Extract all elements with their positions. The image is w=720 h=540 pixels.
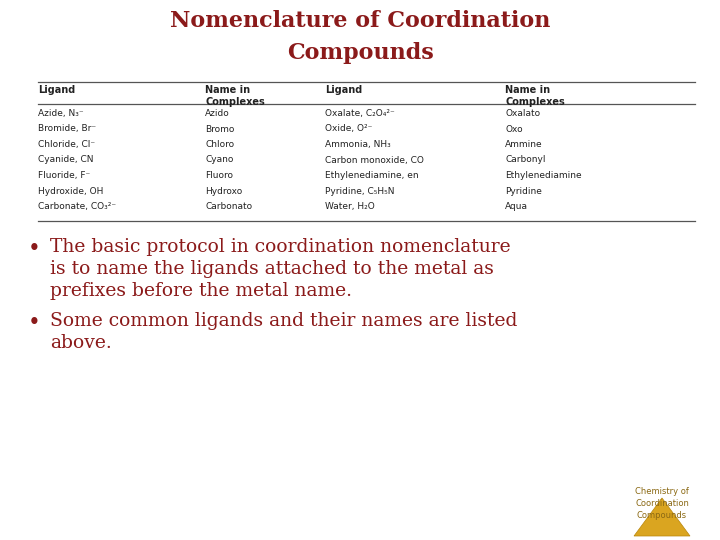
Text: prefixes before the metal name.: prefixes before the metal name. bbox=[50, 282, 352, 300]
Text: Azido: Azido bbox=[205, 109, 230, 118]
Text: Chloro: Chloro bbox=[205, 140, 234, 149]
Text: Cyano: Cyano bbox=[205, 156, 233, 165]
Text: Name in
Complexes: Name in Complexes bbox=[205, 85, 265, 106]
Text: Ethylenediamine, en: Ethylenediamine, en bbox=[325, 171, 418, 180]
Text: Hydroxide, OH: Hydroxide, OH bbox=[38, 186, 104, 195]
Polygon shape bbox=[634, 498, 690, 536]
Text: The basic protocol in coordination nomenclature: The basic protocol in coordination nomen… bbox=[50, 239, 510, 256]
Text: Oxalate, C₂O₄²⁻: Oxalate, C₂O₄²⁻ bbox=[325, 109, 395, 118]
Text: Chloride, Cl⁻: Chloride, Cl⁻ bbox=[38, 140, 95, 149]
Text: Name in
Complexes: Name in Complexes bbox=[505, 85, 564, 106]
Text: Aqua: Aqua bbox=[505, 202, 528, 211]
Text: Bromide, Br⁻: Bromide, Br⁻ bbox=[38, 125, 96, 133]
Text: Compounds: Compounds bbox=[637, 511, 687, 520]
Text: Ammonia, NH₃: Ammonia, NH₃ bbox=[325, 140, 391, 149]
Text: above.: above. bbox=[50, 334, 112, 353]
Text: Carbon monoxide, CO: Carbon monoxide, CO bbox=[325, 156, 424, 165]
Text: Pyridine: Pyridine bbox=[505, 186, 542, 195]
Text: Ethylenediamine: Ethylenediamine bbox=[505, 171, 582, 180]
Text: Oxide, O²⁻: Oxide, O²⁻ bbox=[325, 125, 372, 133]
Text: Carbonate, CO₃²⁻: Carbonate, CO₃²⁻ bbox=[38, 202, 116, 211]
Text: Cyanide, CN: Cyanide, CN bbox=[38, 156, 94, 165]
Text: Oxalato: Oxalato bbox=[505, 109, 540, 118]
Text: Some common ligands and their names are listed: Some common ligands and their names are … bbox=[50, 313, 518, 330]
Text: Oxo: Oxo bbox=[505, 125, 523, 133]
Text: Compounds: Compounds bbox=[287, 42, 433, 64]
Text: Hydroxo: Hydroxo bbox=[205, 186, 242, 195]
Text: Azide, N₃⁻: Azide, N₃⁻ bbox=[38, 109, 84, 118]
Text: Ligand: Ligand bbox=[38, 85, 76, 95]
Text: Fluoride, F⁻: Fluoride, F⁻ bbox=[38, 171, 90, 180]
Text: Chemistry of: Chemistry of bbox=[635, 487, 689, 496]
Text: Ammine: Ammine bbox=[505, 140, 543, 149]
Text: Carbonato: Carbonato bbox=[205, 202, 252, 211]
Text: Water, H₂O: Water, H₂O bbox=[325, 202, 374, 211]
Text: Ligand: Ligand bbox=[325, 85, 362, 95]
Text: •: • bbox=[28, 313, 41, 334]
Text: Fluoro: Fluoro bbox=[205, 171, 233, 180]
Text: Bromo: Bromo bbox=[205, 125, 235, 133]
Text: Carbonyl: Carbonyl bbox=[505, 156, 546, 165]
Text: Pyridine, C₅H₅N: Pyridine, C₅H₅N bbox=[325, 186, 395, 195]
Text: Coordination: Coordination bbox=[635, 499, 689, 508]
Text: Nomenclature of Coordination: Nomenclature of Coordination bbox=[170, 10, 550, 32]
Text: •: • bbox=[28, 239, 41, 260]
Text: is to name the ligands attached to the metal as: is to name the ligands attached to the m… bbox=[50, 260, 494, 279]
